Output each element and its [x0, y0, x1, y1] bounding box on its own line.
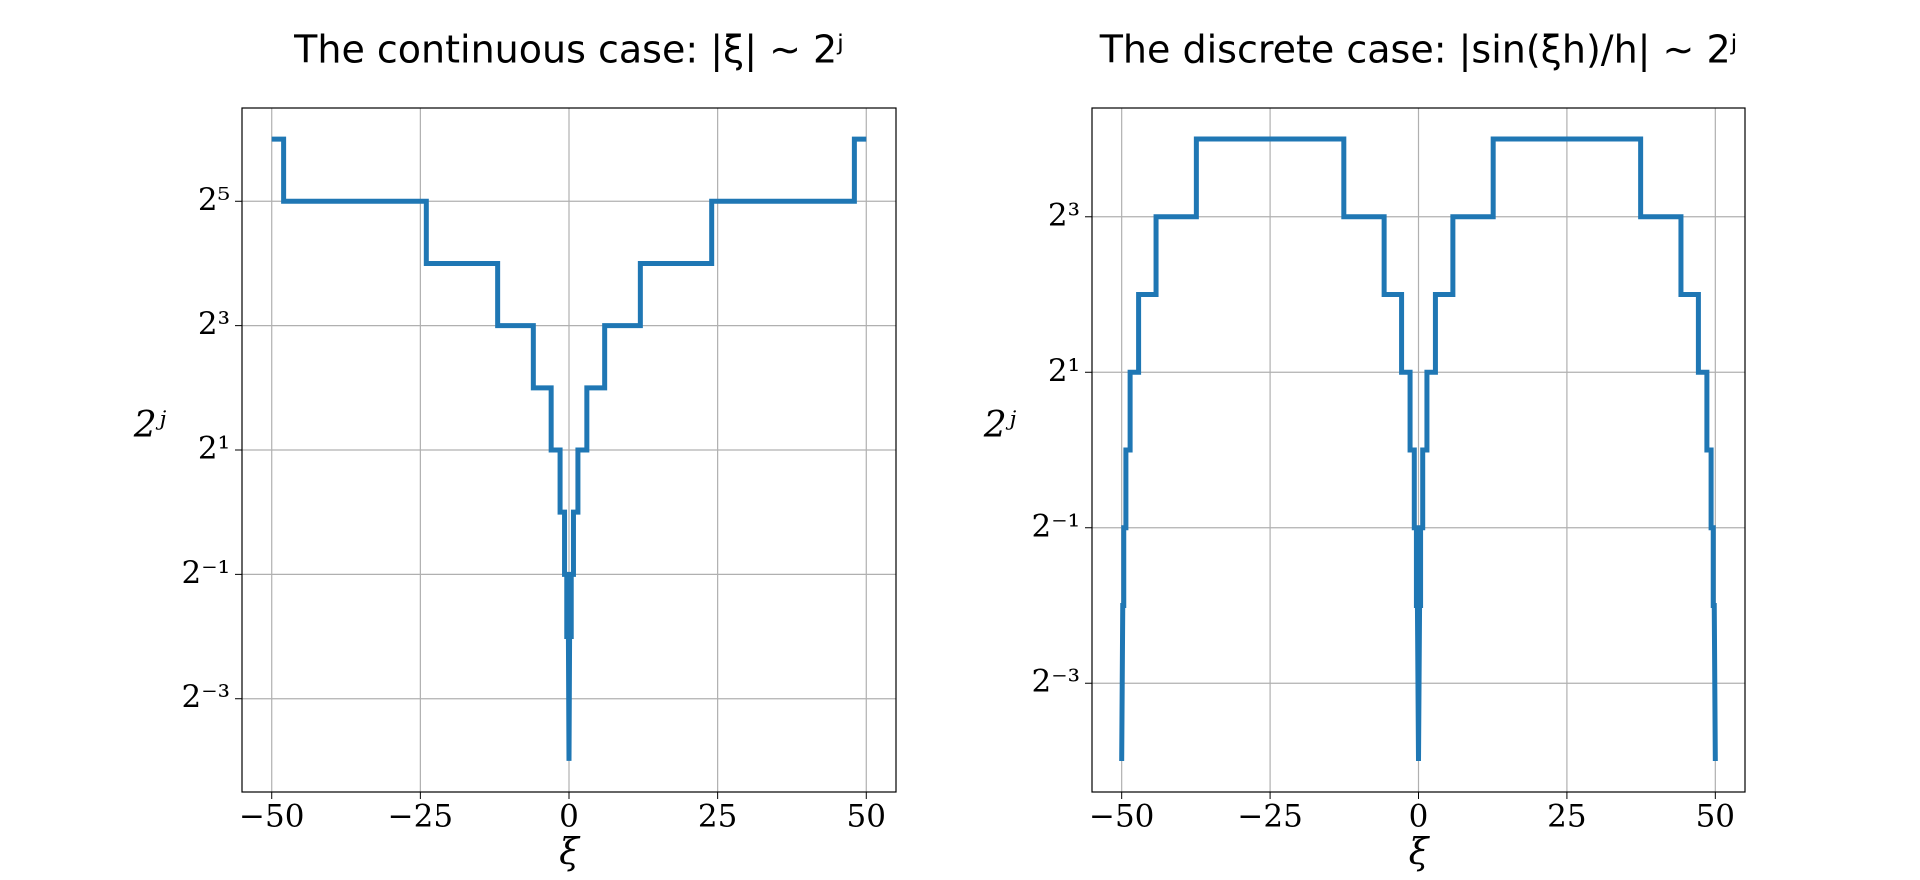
x-tick-label: 0	[1409, 799, 1429, 835]
x-axis-label: ξ	[1409, 832, 1431, 873]
data-line	[271, 136, 867, 761]
y-tick-label: 2¹	[1048, 353, 1080, 389]
x-tick-label: 50	[847, 799, 886, 835]
y-tick-label: 2⁻³	[181, 679, 230, 715]
x-tick-label: −50	[1089, 799, 1154, 835]
y-axis-label: 2ʲ	[133, 405, 167, 446]
y-tick-label: 2³	[198, 306, 230, 342]
y-tick-label: 2⁻¹	[1031, 508, 1080, 544]
y-tick-label: 2⁻¹	[181, 555, 230, 591]
axes-frame	[241, 107, 897, 793]
y-tick-label: 2⁻³	[1031, 664, 1080, 700]
y-tick-label: 2⁵	[198, 182, 230, 218]
y-tick-label: 2¹	[198, 431, 230, 467]
x-axis-label: ξ	[559, 832, 581, 873]
y-axis-label: 2ʲ	[983, 405, 1017, 446]
chart-title: The continuous case: |ξ| ∼ 2ʲ	[293, 28, 844, 73]
x-tick-label: 0	[559, 799, 579, 835]
x-tick-label: −25	[388, 799, 453, 835]
x-tick-label: −50	[239, 799, 304, 835]
x-tick-label: 25	[698, 799, 737, 835]
x-tick-label: 50	[1696, 799, 1735, 835]
data-line	[1119, 136, 1718, 761]
chart-title: The discrete case: |sin(ξh)/h| ∼ 2ʲ	[1099, 28, 1738, 73]
y-tick-label: 2³	[1048, 197, 1080, 233]
x-tick-label: −25	[1237, 799, 1302, 835]
x-tick-label: 25	[1547, 799, 1586, 835]
axes-frame	[1091, 107, 1746, 793]
